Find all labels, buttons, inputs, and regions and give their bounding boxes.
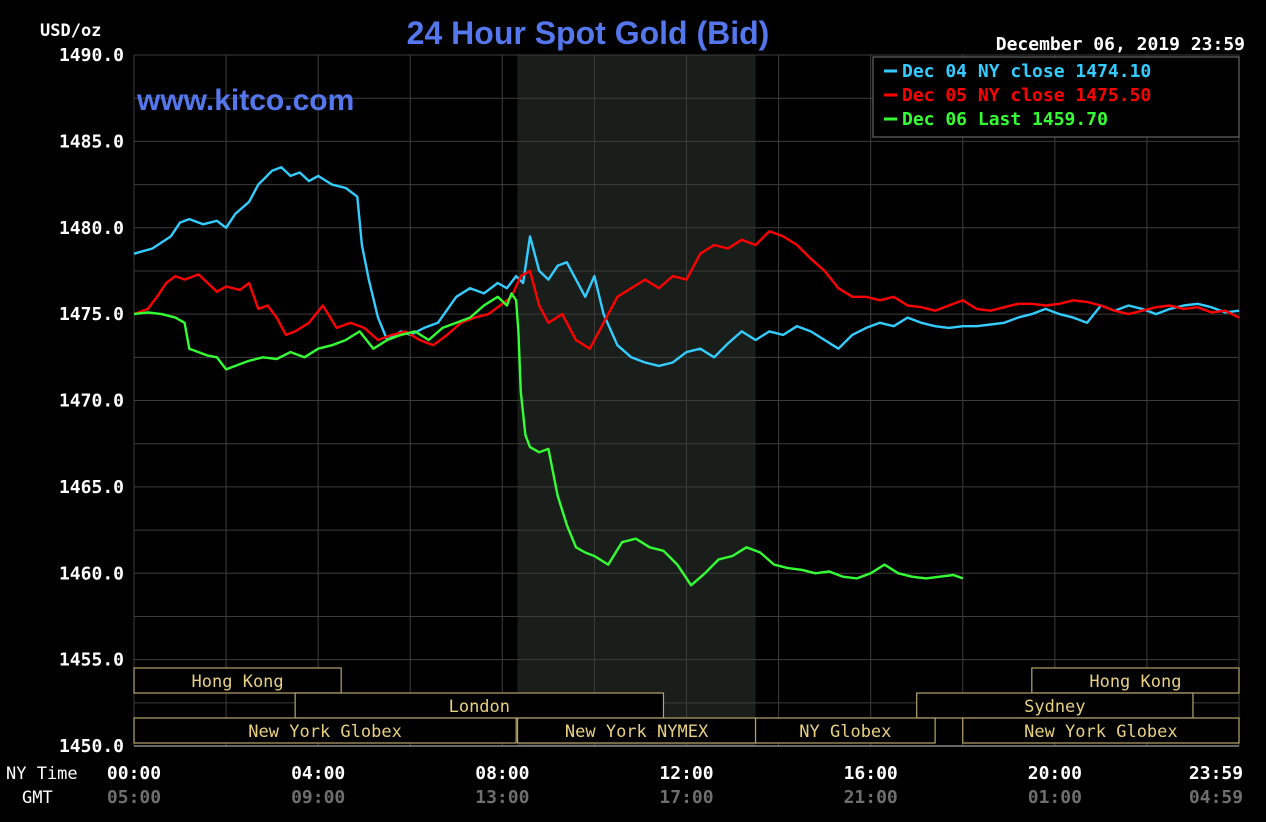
x-tick-label-gmt: 05:00 [107,787,161,808]
session-bar-box [754,717,936,744]
session-bar-box [133,717,517,744]
x-tick-label-gmt: 04:59 [1189,787,1243,808]
x-tick-label-ny: 04:00 [291,763,345,784]
gmt-axis-title: GMT [22,788,53,808]
session-bar-box [516,717,757,744]
ny-time-axis-title: NY Time [6,764,78,784]
session-label: Hong Kong [192,672,284,692]
x-tick-label-ny: 08:00 [475,763,529,784]
x-tick-label-gmt: 13:00 [475,787,529,808]
legend-item: Dec 04 NY close 1474.10 [884,61,1151,82]
legend-label: Dec 04 NY close 1474.10 [902,61,1151,82]
legend-item: Dec 05 NY close 1475.50 [884,85,1151,106]
session-bar-box [1031,667,1240,694]
series-line-0 [133,166,1240,368]
date-time-label: December 06, 2019 23:59 [996,34,1245,55]
legend-box [872,56,1240,138]
session-bar: New York NYMEX [516,717,757,744]
x-tick-label-gmt: 17:00 [659,787,713,808]
session-bar-box [916,692,1194,719]
session-bar: London [294,692,665,719]
session-bar: Hong Kong [1031,667,1240,694]
x-tick-label-ny: 16:00 [844,763,898,784]
chart-title: 24 Hour Spot Gold (Bid) [407,15,770,51]
legend: Dec 04 NY close 1474.10 Dec 05 NY close 1… [872,56,1240,138]
session-label: New York Globex [1024,722,1178,742]
session-label: Hong Kong [1089,672,1181,692]
session-label: London [449,697,510,717]
y-tick-label: 1455.0 [59,650,124,671]
y-tick-label: 1450.0 [59,736,124,757]
session-label: New York NYMEX [565,722,709,742]
x-tick-label-gmt: 09:00 [291,787,345,808]
session-bar: Sydney [916,692,1194,719]
series-line-1 [133,229,1240,350]
session-label: Sydney [1024,697,1085,717]
session-bar: Hong Kong [133,667,342,694]
y-tick-label: 1485.0 [59,131,124,152]
y-tick-label: 1490.0 [59,45,124,66]
y-tick-label: 1480.0 [59,218,124,239]
x-tick-label-gmt: 21:00 [844,787,898,808]
legend-label: Dec 05 NY close 1475.50 [902,85,1151,106]
x-tick-label-ny: 00:00 [107,763,161,784]
legend-item: Dec 06 Last 1459.70 [884,109,1108,130]
x-tick-label-gmt: 01:00 [1028,787,1082,808]
session-bar: NY Globex [754,717,936,744]
session-bar-box [962,717,1240,744]
watermark-text: www.kitco.com [136,84,354,117]
y-tick-label: 1460.0 [59,563,124,584]
y-tick-label: 1470.0 [59,391,124,412]
series-line-2 [133,292,964,587]
y-tick-label: 1475.0 [59,304,124,325]
session-label: New York Globex [248,722,402,742]
x-tick-label-ny: 20:00 [1028,763,1082,784]
y-tick-label: 1465.0 [59,477,124,498]
session-bar: New York Globex [133,717,517,744]
session-bar-box [133,667,342,694]
legend-label: Dec 06 Last 1459.70 [902,109,1108,130]
session-label: NY Globex [799,722,891,742]
session-bar: New York Globex [962,717,1240,744]
y-axis-unit-label: USD/oz [40,21,101,41]
x-tick-label-ny: 12:00 [659,763,713,784]
x-tick-label-ny: 23:59 [1189,763,1243,784]
